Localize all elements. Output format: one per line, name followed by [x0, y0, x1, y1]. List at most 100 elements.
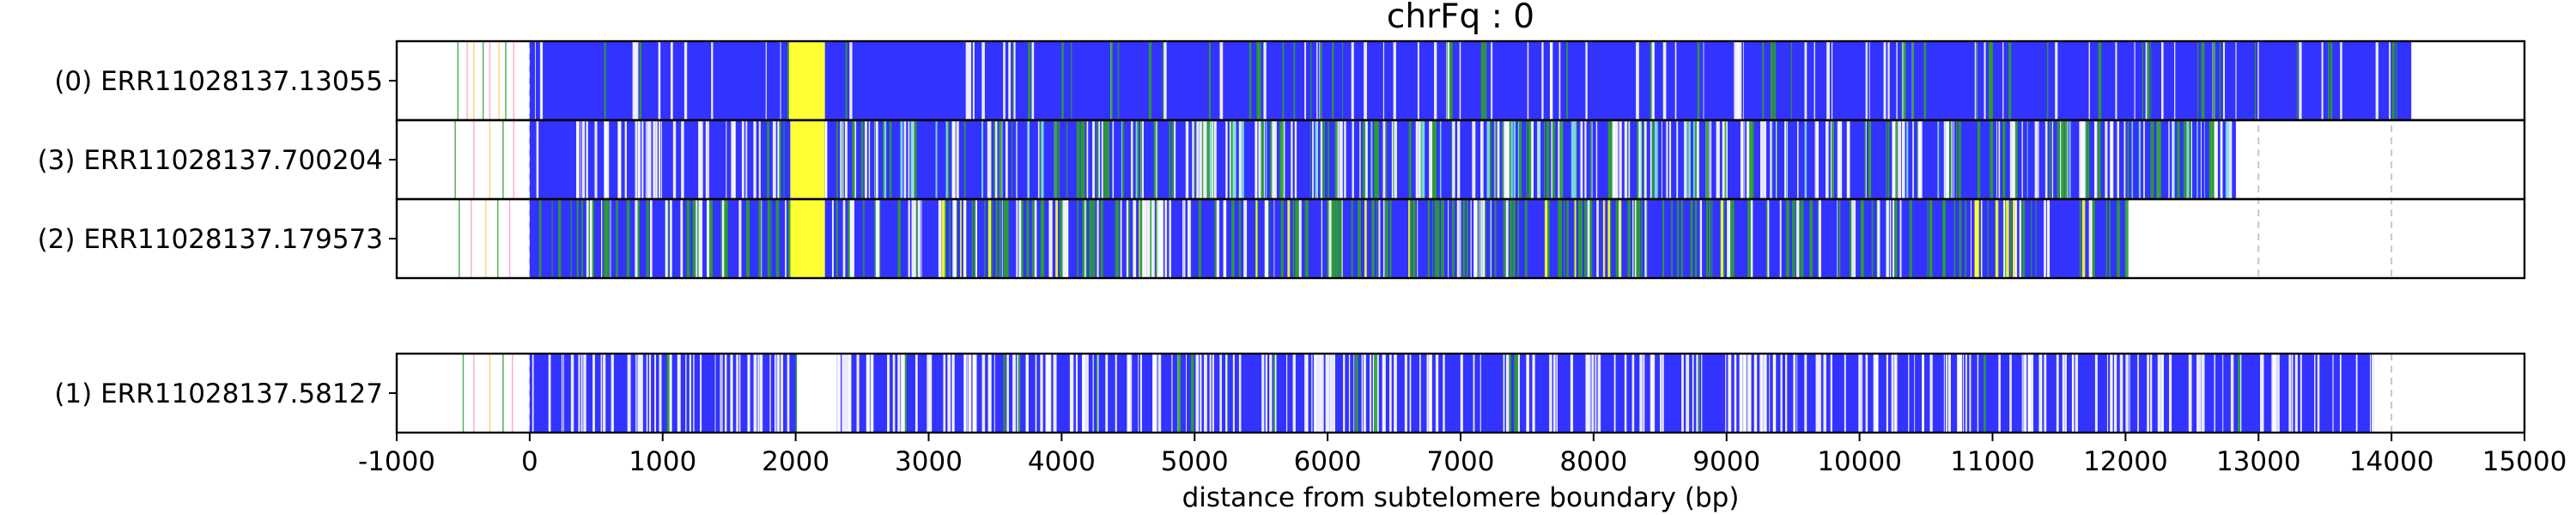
track-stripe: [1199, 120, 1203, 199]
track-stripe: [1974, 199, 1978, 278]
track-stripe: [1998, 354, 2001, 433]
track-stripe: [1097, 199, 1099, 278]
x-tick-label: 11000: [1950, 446, 2035, 477]
track-stripe: [1509, 120, 1512, 199]
track-stripe: [1131, 120, 1133, 199]
track-stripe: [1466, 199, 1468, 278]
track-stripe: [1929, 199, 1933, 278]
chart-title: chrFq : 0: [1387, 0, 1534, 36]
x-tick-label: 0: [521, 446, 538, 477]
track-stripe: [1980, 199, 1983, 278]
track-stripe: [1513, 120, 1516, 199]
track-stripe: [1377, 120, 1379, 199]
track-stripe: [2038, 354, 2043, 433]
track-stripe: [1785, 354, 1788, 433]
track-stripe: [1061, 41, 1064, 120]
track-stripe: [655, 120, 658, 199]
track-stripe: [841, 354, 846, 433]
track-stripe: [1865, 41, 1868, 120]
track-stripe: [570, 354, 574, 433]
track-stripe: [1382, 41, 1385, 120]
track-stripe: [987, 199, 992, 278]
track-stripe: [1196, 120, 1200, 199]
track-stripe: [670, 41, 673, 120]
track-stripe: [787, 354, 790, 433]
track-stripe: [551, 199, 553, 278]
track-stripe: [1092, 199, 1096, 278]
track-stripe: [1908, 354, 1910, 433]
track-stripe: [2212, 120, 2215, 199]
track-stripe: [2168, 120, 2170, 199]
track-stripe: [848, 354, 852, 433]
track-stripe: [1736, 41, 1740, 120]
track-stripe: [1269, 354, 1273, 433]
track-stripe: [2115, 41, 2117, 120]
track-stripe: [852, 120, 855, 199]
track-stripe: [1405, 354, 1407, 433]
track-stripe: [590, 199, 594, 278]
track-stripe: [1799, 199, 1801, 278]
track-stripe: [1096, 120, 1097, 199]
track-stripe: [2131, 120, 2134, 199]
track-stripe: [604, 199, 606, 278]
track-stripe: [636, 199, 639, 278]
track-stripe: [2069, 120, 2071, 199]
track-stripe: [2046, 41, 2049, 120]
track-stripe: [1214, 199, 1217, 278]
track-stripe: [1429, 120, 1432, 199]
track-stripe: [1996, 120, 1997, 199]
track-stripe: [1457, 120, 1460, 199]
track-stripe: [1619, 199, 1622, 278]
track-stripe: [1944, 120, 1946, 199]
track-stripe: [1914, 354, 1916, 433]
track-stripe: [617, 120, 621, 199]
track-stripe: [1391, 120, 1394, 199]
track-stripe: [1071, 354, 1074, 433]
track-stripe: [1786, 120, 1788, 199]
track-stripe: [1219, 41, 1224, 120]
track-stripe: [972, 41, 975, 120]
track-stripe: [640, 354, 643, 433]
track-stripe: [2272, 354, 2276, 433]
track-stripe: [1140, 199, 1144, 278]
track-stripe: [2186, 120, 2189, 199]
track-stripe: [1692, 354, 1694, 433]
track-stripe: [1058, 120, 1060, 199]
track-stripe: [1538, 120, 1540, 199]
track-stripe: [1571, 120, 1574, 199]
track-stripe: [731, 120, 732, 199]
track-stripe: [1724, 120, 1727, 199]
track-stripe: [1257, 41, 1261, 120]
x-tick-label: 3000: [895, 446, 963, 477]
track-stripe: [2061, 120, 2063, 199]
track-stripe: [1903, 41, 1906, 120]
track-stripe: [1429, 354, 1432, 433]
track-stripe: [2088, 199, 2093, 278]
track-stripe: [2188, 354, 2192, 433]
track-stripe: [2225, 120, 2229, 199]
track-stripe: [2222, 354, 2224, 433]
track-stripe: [1504, 120, 1507, 199]
track-stripe: [1427, 199, 1431, 278]
track-stripe: [1351, 199, 1353, 278]
track-stripe: [1258, 120, 1262, 199]
track-stripe: [1331, 199, 1334, 278]
track-stripe: [1655, 120, 1658, 199]
track-stripe: [1372, 354, 1375, 433]
track-stripe: [747, 354, 750, 433]
track-stripe: [1891, 354, 1894, 433]
track-stripe: [741, 120, 744, 199]
track-stripe: [536, 120, 539, 199]
track-stripe: [1329, 354, 1333, 433]
track-stripe: [2014, 199, 2018, 278]
track-stripe: [1285, 354, 1288, 433]
track-stripe: [2257, 41, 2259, 120]
track-stripe: [2075, 354, 2079, 433]
track-stripe: [1431, 120, 1435, 199]
track-stripe: [2014, 120, 2018, 199]
track-stripe: [1460, 199, 1461, 278]
track-stripe: [1851, 199, 1854, 278]
track-stripe: [908, 199, 910, 278]
track-stripe: [2288, 354, 2291, 433]
track-stripe: [1225, 120, 1228, 199]
